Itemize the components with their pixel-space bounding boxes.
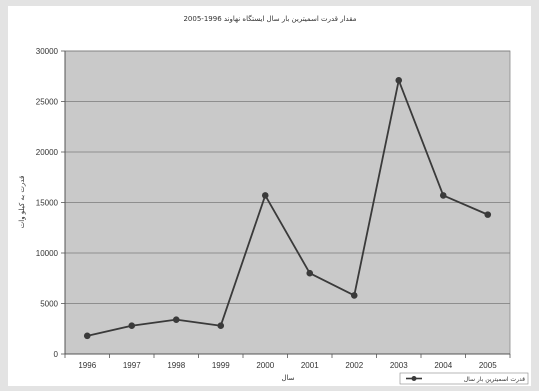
chart-title: مقدار قدرت اسمیترین بار سال ایستگاه نهاو… <box>183 14 356 23</box>
y-tick-label: 5000 <box>40 300 58 309</box>
legend-label: قدرت اسمیترین بار سال <box>464 376 525 383</box>
y-tick-label: 20000 <box>36 148 59 157</box>
gridlines <box>65 50 510 304</box>
chart-figure: مقدار قدرت اسمیترین بار سال ایستگاه نهاو… <box>8 6 531 386</box>
line-chart: مقدار قدرت اسمیترین بار سال ایستگاه نهاو… <box>18 14 529 385</box>
y-axis-title: قدرت به کیلو وات <box>18 176 26 229</box>
x-tick-label: 2003 <box>390 361 408 370</box>
data-point <box>306 269 314 277</box>
x-tick-label: 1996 <box>78 361 96 370</box>
data-point <box>172 316 180 323</box>
legend-box <box>399 372 529 385</box>
y-tick-label: 30000 <box>36 47 59 56</box>
data-point <box>217 322 225 330</box>
x-tick-label: 2002 <box>345 361 363 370</box>
data-point <box>439 192 447 199</box>
series-layer <box>83 76 492 340</box>
x-axis-title: سال <box>281 374 294 382</box>
y-tick-label: 10000 <box>36 249 59 258</box>
x-tick-label: 2005 <box>479 361 497 370</box>
data-point <box>484 211 492 218</box>
x-tick-label: 2004 <box>434 361 452 370</box>
legend: قدرت اسمیترین بار سال <box>399 372 529 385</box>
x-tick-label: 1997 <box>123 361 141 370</box>
x-tick-label: 2001 <box>301 361 319 370</box>
x-tick-label: 1998 <box>167 361 185 370</box>
series-line <box>87 79 489 337</box>
x-tick-label: 2000 <box>256 361 274 370</box>
y-tick-label: 15000 <box>36 199 59 208</box>
y-axis-ticks: 0 5000 10000 15000 20000 25000 30000 <box>36 47 65 359</box>
x-tick-label: 1999 <box>212 361 230 370</box>
data-point <box>128 322 136 330</box>
data-point <box>83 332 91 340</box>
x-axis-ticks: 1996 1997 1998 1999 2000 2001 2002 2003 2004 2005 <box>64 354 511 370</box>
y-tick-label: 25000 <box>36 98 59 107</box>
data-point <box>350 292 358 299</box>
data-point <box>395 76 403 84</box>
data-point <box>261 192 269 199</box>
y-tick-label: 0 <box>54 350 59 359</box>
legend-swatch-marker <box>411 376 417 381</box>
